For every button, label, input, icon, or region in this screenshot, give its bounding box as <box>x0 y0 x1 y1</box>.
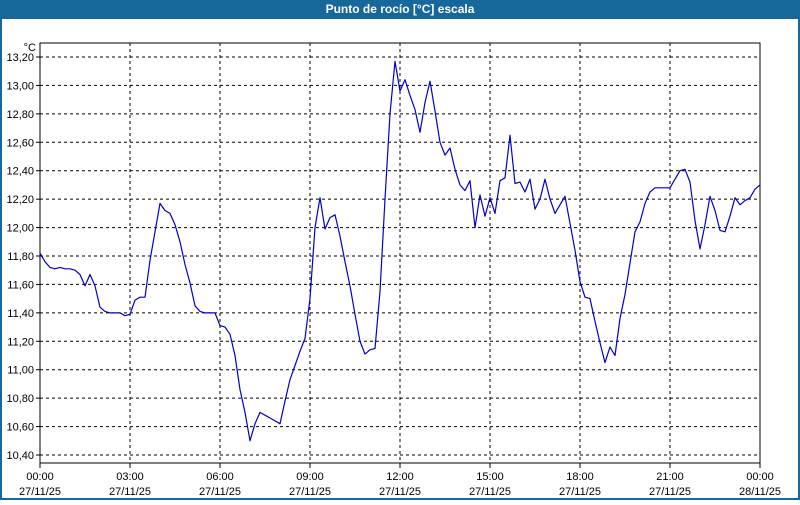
x-tick-date-label: 27/11/25 <box>109 486 151 498</box>
y-tick-label: 11,80 <box>7 251 34 263</box>
y-tick-label: 12,80 <box>6 109 34 121</box>
x-tick-time-label: 00:00 <box>26 471 54 483</box>
y-tick-label: 10,60 <box>6 422 34 434</box>
y-tick-label: 11,60 <box>7 279 34 291</box>
x-tick-date-label: 28/11/25 <box>739 486 781 498</box>
x-tick-date-label: 27/11/25 <box>289 486 331 498</box>
chart-title: Punto de rocío [°C] escala <box>325 2 475 16</box>
y-tick-label: 12,40 <box>6 166 34 178</box>
y-tick-label: 11,00 <box>7 365 34 377</box>
y-tick-label: 13,20 <box>6 52 34 64</box>
title-bar: Punto de rocío [°C] escala <box>0 0 800 19</box>
y-tick-label: 11,40 <box>7 308 34 320</box>
x-tick-date-label: 27/11/25 <box>559 486 601 498</box>
x-tick-time-label: 00:00 <box>746 471 774 483</box>
x-tick-date-label: 27/11/25 <box>649 486 691 498</box>
chart-area: 13,20 13,00 12,80 12,60 12,40 12,20 12,00 11,80… <box>0 19 800 500</box>
x-tick-date-label: 27/11/25 <box>19 486 61 498</box>
y-tick-label: 12,60 <box>6 137 34 149</box>
x-tick-time-label: 12:00 <box>386 471 414 483</box>
y-tick-label: 10,80 <box>6 393 34 405</box>
x-tick-date-label: 27/11/25 <box>199 486 241 498</box>
dew-point-line <box>39 60 761 442</box>
x-tick-date-label: 27/11/25 <box>469 486 511 498</box>
x-tick-time-label: 21:00 <box>656 471 684 483</box>
y-tick-label: 12,00 <box>6 223 34 235</box>
x-tick-time-label: 09:00 <box>296 471 324 483</box>
x-tick-date-label: 27/11/25 <box>379 486 421 498</box>
x-tick-time-label: 15:00 <box>476 471 504 483</box>
dew-point-chart: 13,20 13,00 12,80 12,60 12,40 12,20 12,00 11,80… <box>6 42 781 498</box>
y-axis-unit-label: °C <box>24 42 36 54</box>
y-tick-label: 13,00 <box>6 80 34 92</box>
x-tick-time-label: 18:00 <box>566 471 594 483</box>
y-tick-label: 11,20 <box>7 336 34 348</box>
y-tick-label: 12,20 <box>6 194 34 206</box>
y-tick-label: 10,40 <box>6 450 34 462</box>
x-tick-time-label: 03:00 <box>116 471 144 483</box>
x-tick-time-label: 06:00 <box>206 471 234 483</box>
